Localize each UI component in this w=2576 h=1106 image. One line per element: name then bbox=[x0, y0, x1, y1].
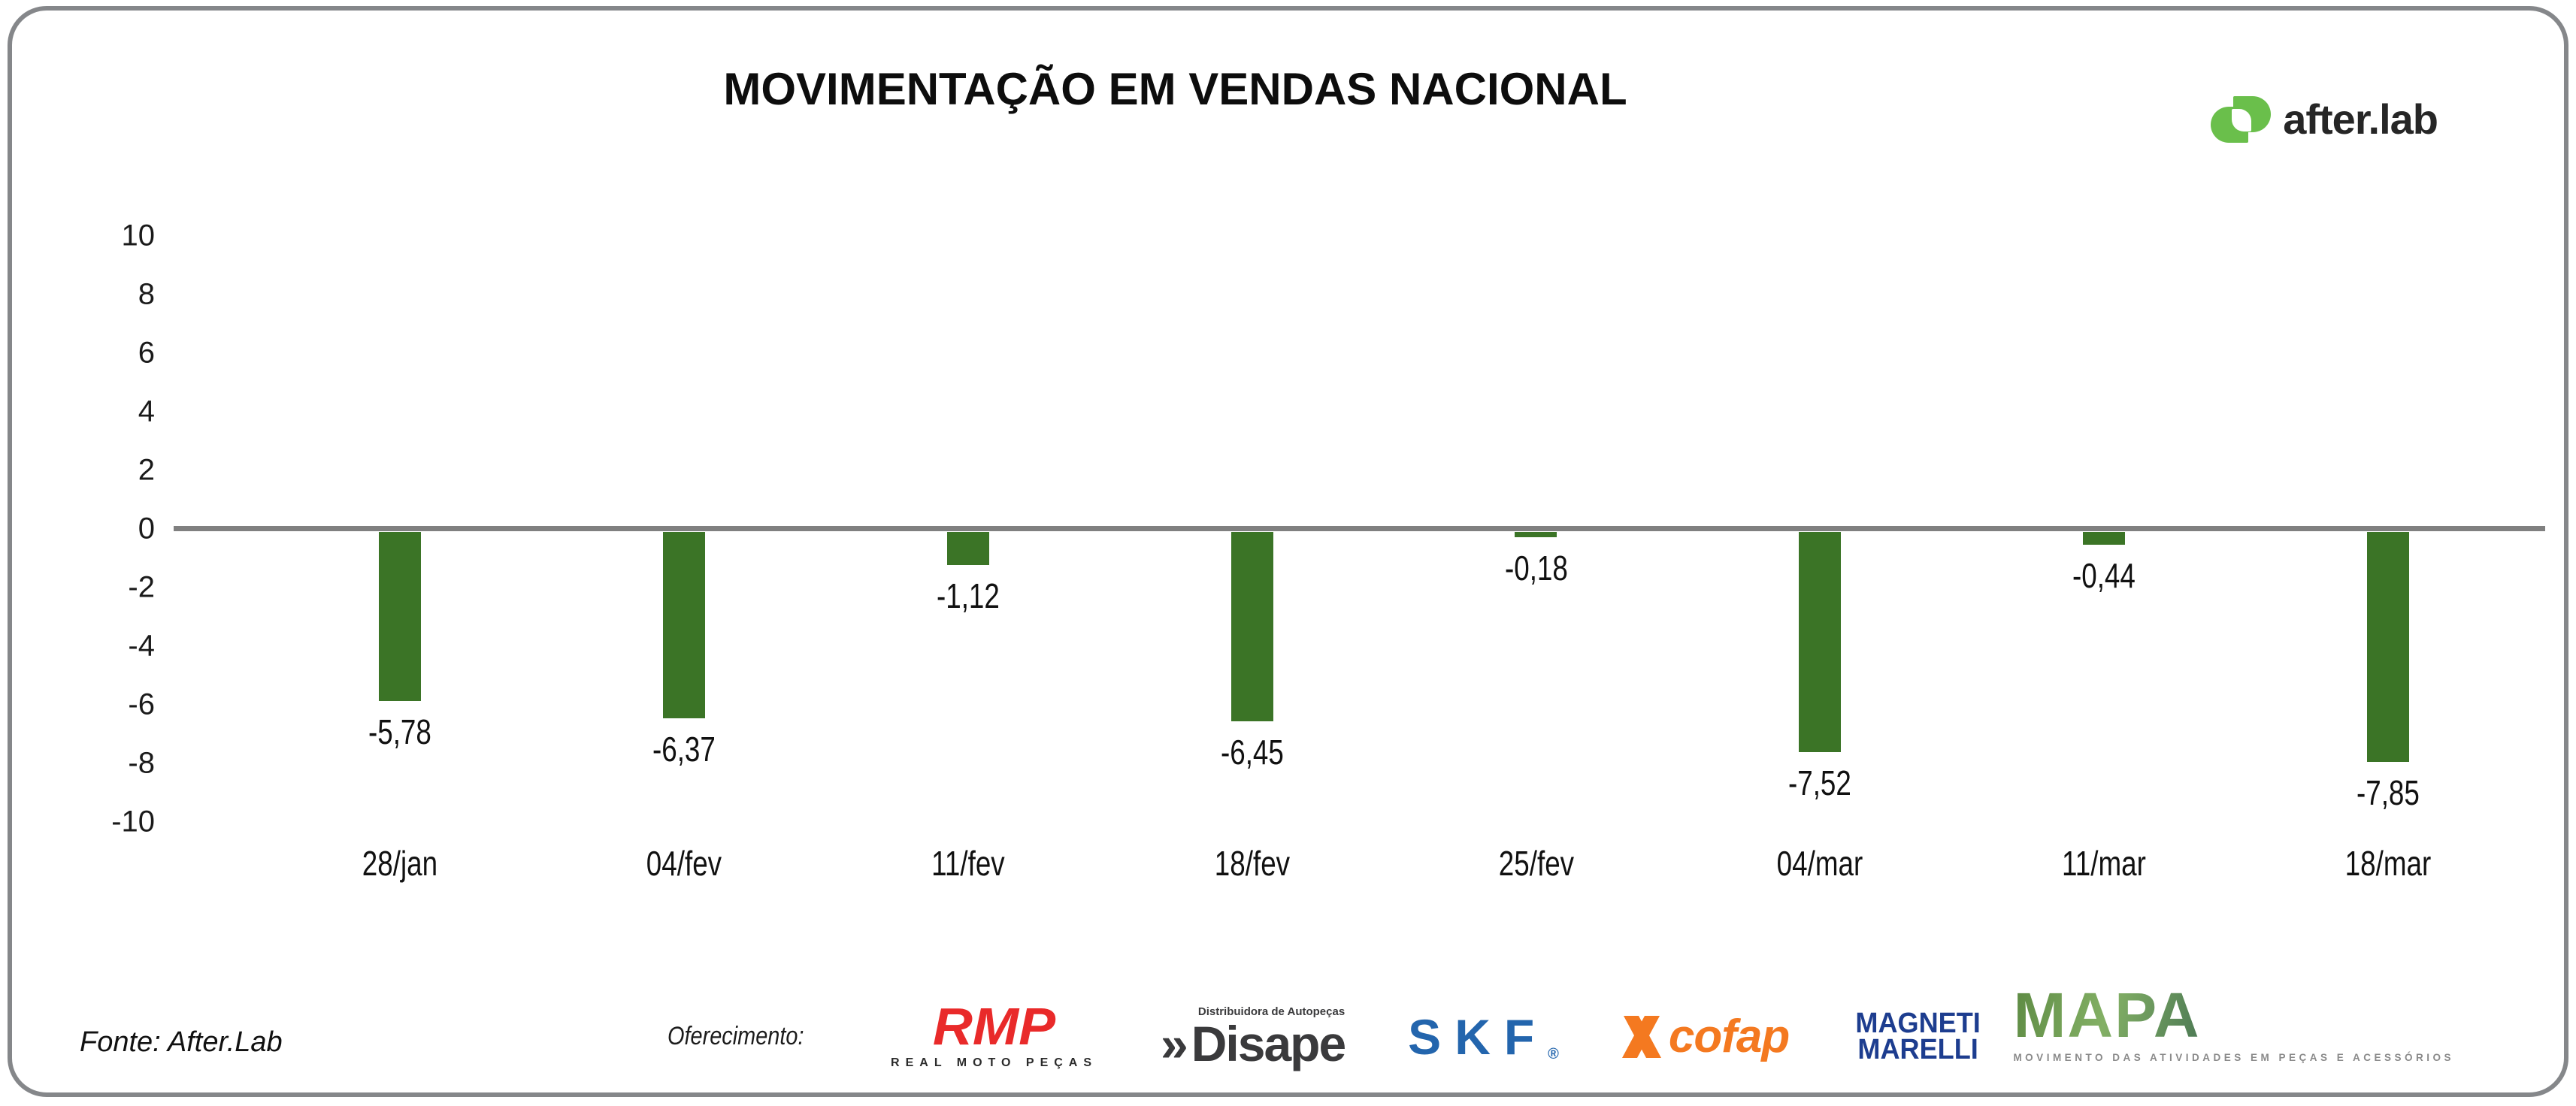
y-tick-label: 6 bbox=[138, 336, 155, 370]
bar-value-label: -1,12 bbox=[936, 576, 1000, 615]
rmp-logo: RMP REAL MOTO PEÇAS bbox=[891, 1000, 1098, 1070]
bar bbox=[378, 532, 421, 702]
y-tick-label: 8 bbox=[138, 277, 155, 311]
x-tick-label: 11/fev bbox=[931, 844, 1005, 883]
plot-area: 10 8 6 4 2 0 -2 -4 -6 -8 -10 -5,78 28/jan -6,37 04/fe… bbox=[111, 219, 2545, 883]
chart-title: MOVIMENTAÇÃO EM VENDAS NACIONAL bbox=[723, 64, 1627, 114]
disape-chevrons-icon: » bbox=[1161, 1016, 1188, 1072]
bar-value-label: -7,85 bbox=[2357, 773, 2420, 813]
zero-axis-line bbox=[174, 526, 2545, 531]
bar bbox=[2367, 532, 2410, 763]
after-lab-icon bbox=[2211, 95, 2272, 143]
source-note: Fonte: After.Lab bbox=[80, 1026, 283, 1058]
bar bbox=[946, 532, 989, 565]
bar-column: -7,85 18/mar bbox=[2246, 236, 2530, 883]
y-tick-label: -2 bbox=[128, 570, 155, 604]
rmp-wordmark: RMP bbox=[932, 997, 1056, 1056]
y-axis: 10 8 6 4 2 0 -2 -4 -6 -8 -10 bbox=[27, 219, 155, 839]
bar-value-label: -0,18 bbox=[1504, 548, 1568, 588]
mapa-logo: MAPA MOVIMENTO DAS ATIVIDADES EM PEÇAS E… bbox=[2013, 984, 2454, 1063]
plot-columns: -5,78 28/jan -6,37 04/fev -1,12 11/fev -6,45 18… bbox=[258, 236, 2530, 883]
bar-column: -0,44 11/mar bbox=[1962, 236, 2246, 883]
magneti-line1: MAGNETI bbox=[1855, 1007, 1981, 1039]
skf-logo: SKF® bbox=[1408, 1012, 1559, 1062]
mapa-subtitle: MOVIMENTO DAS ATIVIDADES EM PEÇAS E ACES… bbox=[2013, 1051, 2454, 1063]
after-lab-logo: after.lab bbox=[2211, 95, 2438, 144]
disape-wordmark: Disape bbox=[1191, 1016, 1346, 1072]
bar bbox=[1799, 532, 1842, 753]
after-lab-wordmark: after.lab bbox=[2283, 95, 2438, 143]
bar bbox=[662, 532, 705, 719]
y-tick-label: 0 bbox=[138, 512, 155, 545]
cofap-x-icon bbox=[1621, 1015, 1661, 1058]
y-tick-label: 2 bbox=[138, 453, 155, 487]
bar-column: -6,45 18/fev bbox=[1110, 236, 1394, 883]
magneti-line2: MARELLI bbox=[1857, 1033, 1979, 1065]
sponsors-label: Oferecimento: bbox=[667, 1022, 804, 1050]
bar bbox=[1230, 532, 1273, 721]
mapa-wordmark: MAPA bbox=[2013, 984, 2454, 1047]
cofap-wordmark: cofap bbox=[1668, 1010, 1790, 1062]
y-tick-label: -6 bbox=[128, 687, 155, 721]
x-tick-label: 18/mar bbox=[2344, 844, 2432, 883]
y-tick-label: 10 bbox=[121, 219, 156, 252]
x-tick-label: 18/fev bbox=[1214, 844, 1290, 883]
disape-subtitle: Distribuidora de Autopeças bbox=[1197, 1005, 1346, 1019]
x-tick-label: 04/fev bbox=[646, 844, 722, 883]
x-tick-label: 25/fev bbox=[1498, 844, 1574, 883]
bar-value-label: -7,52 bbox=[1788, 763, 1852, 803]
x-tick-label: 28/jan bbox=[362, 844, 438, 883]
bar-column: -1,12 11/fev bbox=[826, 236, 1110, 883]
bar-column: -6,37 04/fev bbox=[542, 236, 826, 883]
y-tick-label: -4 bbox=[128, 629, 155, 663]
bar-column: -7,52 04/mar bbox=[1678, 236, 1962, 883]
y-tick-label: 4 bbox=[138, 394, 155, 428]
bar-value-label: -6,37 bbox=[652, 730, 716, 769]
chart-card: MOVIMENTAÇÃO EM VENDAS NACIONAL after.la… bbox=[8, 6, 2568, 1097]
x-tick-label: 04/mar bbox=[1777, 844, 1863, 883]
bar-column: -5,78 28/jan bbox=[258, 236, 542, 883]
bar bbox=[2083, 532, 2126, 545]
magneti-marelli-logo: MAGNETI MARELLI bbox=[1855, 1007, 1981, 1065]
bar-value-label: -5,78 bbox=[368, 712, 431, 752]
sponsors-row: Oferecimento: RMP REAL MOTO PEÇAS Distri… bbox=[667, 978, 1984, 1095]
disape-logo: Distribuidora de Autopeças »Disape bbox=[1161, 1005, 1346, 1072]
bar-column: -0,18 25/fev bbox=[1394, 236, 1678, 883]
bar-value-label: -0,44 bbox=[2072, 556, 2136, 596]
cofap-logo: cofap bbox=[1621, 1010, 1790, 1062]
bar bbox=[1515, 532, 1557, 538]
y-tick-label: -8 bbox=[128, 746, 155, 780]
y-tick-label: -10 bbox=[111, 805, 155, 839]
registered-mark: ® bbox=[1548, 1045, 1559, 1062]
skf-wordmark: SKF bbox=[1408, 1008, 1548, 1065]
bar-value-label: -6,45 bbox=[1220, 732, 1284, 772]
x-tick-label: 11/mar bbox=[2062, 844, 2147, 883]
rmp-subtitle: REAL MOTO PEÇAS bbox=[891, 1056, 1098, 1069]
